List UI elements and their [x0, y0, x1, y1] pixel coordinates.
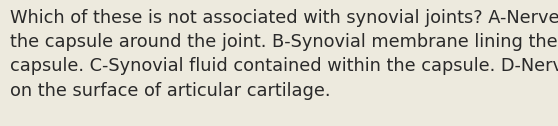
Text: Which of these is not associated with synovial joints? A-Nerves in
the capsule a: Which of these is not associated with sy…	[10, 9, 558, 100]
